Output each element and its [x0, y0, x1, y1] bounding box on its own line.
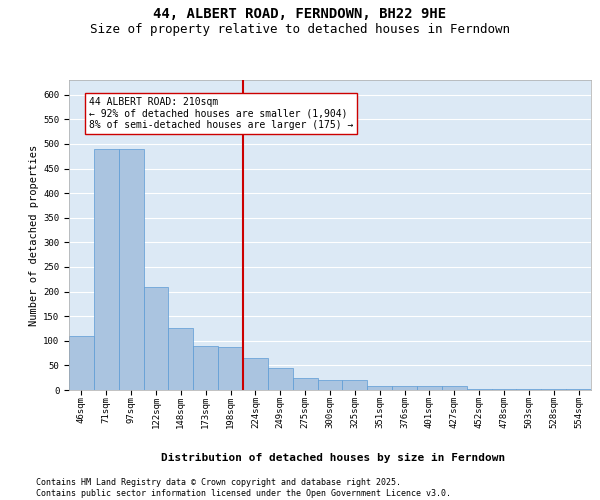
Bar	[193, 346, 218, 390]
Bar	[442, 386, 467, 390]
Bar	[293, 378, 317, 390]
Bar	[517, 388, 541, 390]
Bar	[417, 386, 442, 390]
Bar	[566, 388, 591, 390]
Bar	[491, 388, 517, 390]
Bar	[69, 336, 94, 390]
Bar	[392, 386, 417, 390]
Text: Contains HM Land Registry data © Crown copyright and database right 2025.
Contai: Contains HM Land Registry data © Crown c…	[36, 478, 451, 498]
Bar	[119, 149, 143, 390]
Bar	[143, 286, 169, 390]
Bar	[94, 149, 119, 390]
Bar	[541, 388, 566, 390]
Text: Distribution of detached houses by size in Ferndown: Distribution of detached houses by size …	[161, 452, 505, 462]
Y-axis label: Number of detached properties: Number of detached properties	[29, 144, 39, 326]
Bar	[243, 358, 268, 390]
Text: 44, ALBERT ROAD, FERNDOWN, BH22 9HE: 44, ALBERT ROAD, FERNDOWN, BH22 9HE	[154, 8, 446, 22]
Bar	[268, 368, 293, 390]
Bar	[218, 346, 243, 390]
Text: 44 ALBERT ROAD: 210sqm
← 92% of detached houses are smaller (1,904)
8% of semi-d: 44 ALBERT ROAD: 210sqm ← 92% of detached…	[89, 97, 353, 130]
Bar	[467, 388, 491, 390]
Bar	[343, 380, 367, 390]
Bar	[317, 380, 343, 390]
Bar	[169, 328, 193, 390]
Text: Size of property relative to detached houses in Ferndown: Size of property relative to detached ho…	[90, 22, 510, 36]
Bar	[367, 386, 392, 390]
